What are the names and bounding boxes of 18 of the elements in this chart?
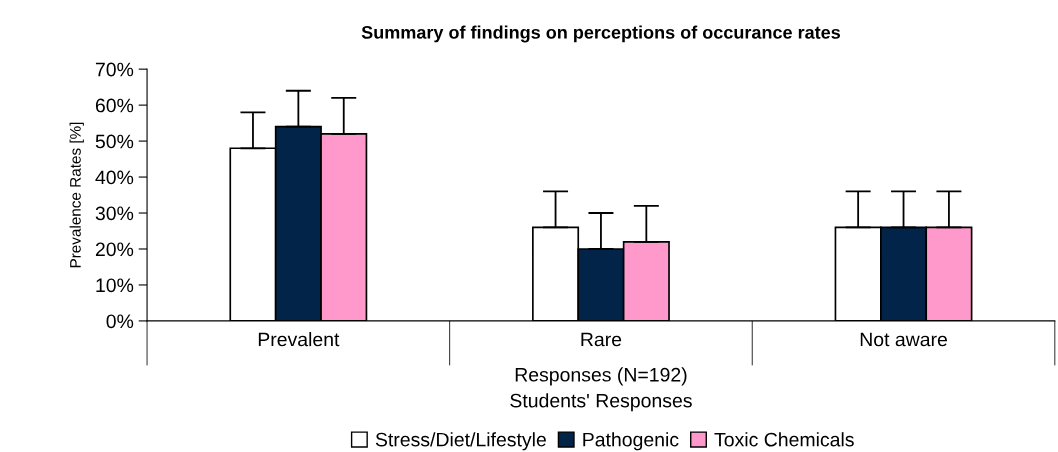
legend-label: Stress/Diet/Lifestyle bbox=[375, 432, 546, 451]
x-axis-title: Responses (N=192) bbox=[515, 367, 687, 386]
chart-title: Summary of findings on perceptions of occurance rates bbox=[361, 25, 841, 43]
text: Students' Responses bbox=[510, 393, 692, 412]
y-axis-title: Prevalence Rates [%] bbox=[69, 122, 84, 268]
legend-label: Pathogenic bbox=[583, 432, 679, 451]
y-tick-label: 30% bbox=[95, 206, 134, 221]
y-tick-label: 20% bbox=[95, 242, 134, 257]
x-tick-label: Not aware bbox=[860, 332, 947, 347]
y-tick-label: 0% bbox=[106, 314, 134, 329]
y-tick-label: 40% bbox=[95, 170, 134, 185]
y-tick-label: 70% bbox=[95, 62, 134, 77]
y-tick-label: 60% bbox=[95, 98, 134, 113]
x-tick-label: Rare bbox=[581, 332, 622, 347]
y-tick-label: 50% bbox=[95, 134, 134, 149]
y-tick-label: 10% bbox=[96, 278, 134, 293]
legend-label: Toxic Chemicals bbox=[714, 432, 854, 447]
x-tick-label: Prevalent bbox=[258, 332, 340, 347]
